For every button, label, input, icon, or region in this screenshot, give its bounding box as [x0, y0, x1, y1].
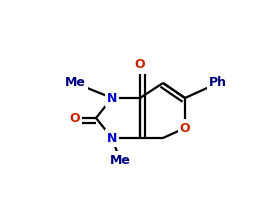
Text: Ph: Ph — [209, 76, 227, 89]
Text: N: N — [107, 92, 117, 104]
Text: O: O — [70, 111, 80, 125]
Text: Me: Me — [64, 76, 85, 89]
Text: N: N — [107, 131, 117, 144]
Text: Me: Me — [109, 153, 130, 167]
Text: O: O — [135, 59, 145, 71]
Text: O: O — [180, 121, 190, 135]
